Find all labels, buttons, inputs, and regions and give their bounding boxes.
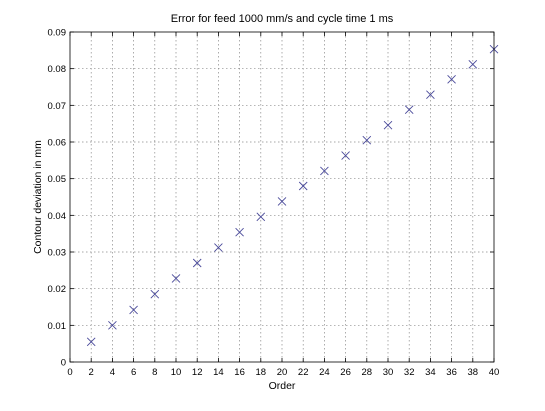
y-tick-label: 0.08: [48, 64, 67, 75]
data-point: [298, 181, 308, 191]
data-point: [320, 166, 329, 176]
x-tick-label: 20: [277, 367, 288, 378]
y-tick-labels: 0 0.01 0.02 0.03 0.04 0.05 0.06 0.07 0.08 0.09: [48, 28, 67, 369]
data-markers: [86, 44, 499, 347]
x-tick-label: 32: [404, 367, 415, 378]
y-tick-label: 0.02: [48, 284, 67, 295]
x-tick-label: 24: [319, 367, 330, 378]
y-tick-label: 0.07: [48, 101, 67, 112]
x-tick-label: 36: [446, 367, 457, 378]
grid-lines: [70, 32, 494, 362]
x-tick-label: 2: [89, 367, 94, 378]
x-axis-label: Order: [269, 380, 296, 392]
chart-title: Error for feed 1000 mm/s and cycle time …: [171, 13, 394, 25]
y-tick-label: 0.03: [48, 248, 67, 259]
plot-frame: [69, 31, 495, 363]
y-tick-label: 0.04: [48, 211, 67, 222]
data-point: [341, 151, 350, 160]
y-tick-label: 0: [61, 358, 66, 369]
data-point: [235, 227, 244, 237]
x-tick-label: 8: [152, 367, 157, 378]
data-point: [468, 59, 478, 69]
x-tick-labels: 0 2 4 6 8 10 12 14 16 18 20 22 24 26 28 30 32 34 36 38 40: [67, 367, 499, 378]
y-tick-label: 0.05: [48, 174, 67, 185]
data-point: [362, 135, 372, 145]
y-tick-label: 0.01: [48, 321, 67, 332]
x-tick-label: 4: [110, 367, 115, 378]
data-point: [426, 90, 435, 100]
data-point: [383, 120, 393, 130]
data-point: [150, 289, 160, 299]
x-tick-label: 14: [213, 367, 224, 378]
data-point: [171, 274, 181, 283]
y-tick-label: 0.06: [48, 138, 67, 149]
data-point: [277, 197, 287, 206]
x-tick-label: 16: [234, 367, 245, 378]
x-tick-label: 40: [489, 367, 500, 378]
data-point: [447, 74, 456, 84]
y-tick-label: 0.09: [48, 28, 67, 39]
x-tick-label: 12: [192, 367, 203, 378]
x-tick-label: 30: [383, 367, 394, 378]
data-point: [256, 212, 266, 222]
data-point: [404, 105, 414, 115]
x-tick-label: 0: [67, 367, 72, 378]
x-tick-label: 10: [171, 367, 182, 378]
data-point: [86, 337, 96, 347]
data-point: [192, 258, 202, 268]
x-tick-label: 34: [425, 367, 436, 378]
x-tick-label: 18: [256, 367, 267, 378]
y-axis-label: Contour deviation in mm: [32, 140, 44, 254]
x-tick-label: 22: [298, 367, 309, 378]
data-point: [214, 243, 223, 252]
x-tick-label: 38: [468, 367, 479, 378]
x-tick-label: 26: [340, 367, 351, 378]
data-point: [108, 321, 117, 330]
data-point: [129, 305, 138, 315]
x-tick-label: 6: [131, 367, 136, 378]
x-tick-label: 28: [362, 367, 373, 378]
